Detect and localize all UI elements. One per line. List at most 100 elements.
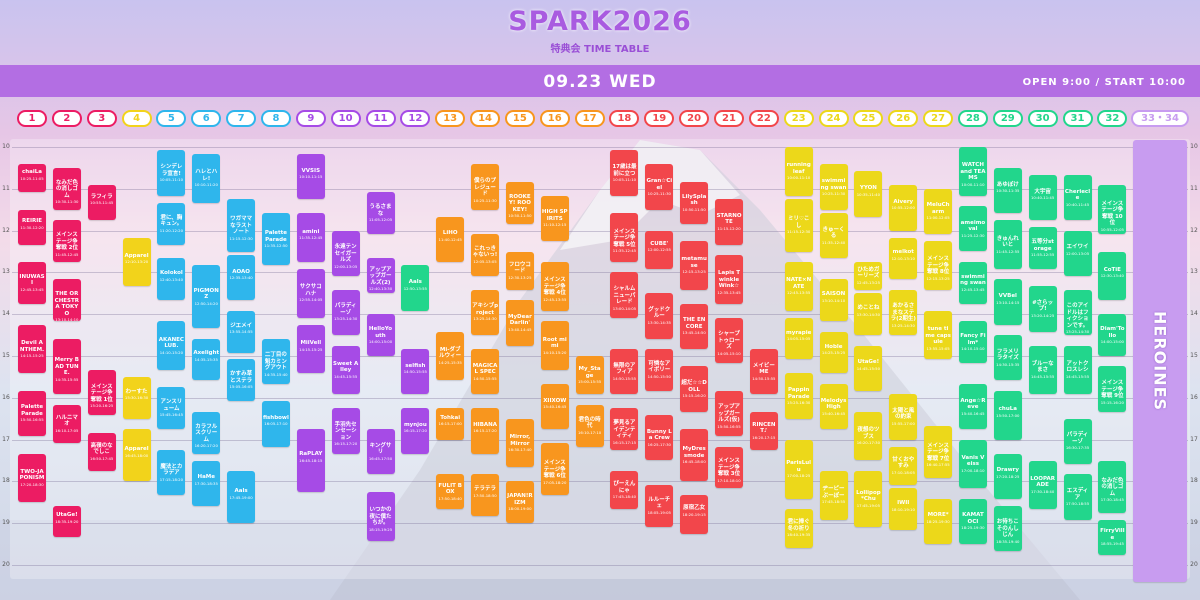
slot-block: Mi-ダブルウィー 14:25-15:35 xyxy=(436,331,465,381)
slot-time: 10:25-11:30 xyxy=(821,191,846,197)
slot-block: ヂーピーぷーぽー 17:45-18:55 xyxy=(819,470,848,520)
slot-block: アップアップガールズ(仮) 15:50-16:55 xyxy=(715,390,743,437)
slot-block: Diam'Tollo 14:00-15:00 xyxy=(1098,314,1127,356)
slot-block: Pappin Parade 15:25-16:30 xyxy=(784,373,813,419)
slot-time: 10:10-11:15 xyxy=(299,174,323,180)
slot-time: 13:10-14:10 xyxy=(55,317,79,322)
slot-time: 12:45-13:45 xyxy=(20,286,44,292)
slot-name: mynjou xyxy=(403,421,427,428)
slot-block: THE ENCORE 13:45-14:50 xyxy=(680,303,709,350)
slot-block: swimming swan 10:25-11:30 xyxy=(819,164,848,210)
slot-block: NATE×NATE 12:45-13:55 xyxy=(784,261,813,311)
slot-block: Hoble 14:25-15:25 xyxy=(819,331,848,374)
slot-time: 13:40-14:45 xyxy=(508,326,532,332)
slot-time: 18:25-19:30 xyxy=(926,518,950,524)
slot-name: RINCENT♪ xyxy=(752,421,776,435)
hour-line xyxy=(12,230,1188,232)
slot-name: FirryVille xyxy=(1100,528,1125,541)
hour-label: 16 xyxy=(2,393,10,401)
slot-name: #さらップ! xyxy=(1032,299,1054,313)
slot-time: 11:35-12:50 xyxy=(264,243,288,249)
slot-time: 12:35-13:40 xyxy=(229,275,253,281)
slot-name: ParisLulu xyxy=(786,460,812,473)
slot-block: Cheriecle 10:40-11:45 xyxy=(1063,174,1092,221)
slot-block: WATCH and TEAMS 10:00-11:10 xyxy=(958,147,987,196)
slot-time: 14:35-15:55 xyxy=(55,376,79,382)
slot-block: YYON 10:35-11:40 xyxy=(854,171,883,217)
column-header: 22 xyxy=(748,110,779,127)
slot-time: 15:40-16:45 xyxy=(961,410,985,416)
slot-block: CoTiE 12:30-13:40 xyxy=(1098,251,1127,301)
slot-block: 手羽先センセーション 16:15-17:20 xyxy=(331,408,360,454)
slot-name: THE ORCHESTRA TOKYO xyxy=(54,291,80,317)
slot-block: #さらップ! 13:20-14:25 xyxy=(1028,286,1057,332)
slot-name: Root mimi xyxy=(542,336,567,350)
slot-name: Melodys High xyxy=(820,397,847,411)
slot-time: 17:20-18:25 xyxy=(996,473,1020,479)
slot-name: 大宇宙 xyxy=(1034,188,1051,195)
slot-block: ワガママなラストノート 11:15-12:30 xyxy=(227,199,256,252)
slot-block: メイビーME 14:50-15:55 xyxy=(749,349,778,395)
hour-label: 15 xyxy=(1190,352,1198,359)
slot-name: Ange☆Reve xyxy=(960,397,986,411)
column-header: 30 xyxy=(1027,110,1058,127)
slot-name: swimming swan xyxy=(820,178,847,191)
slot-time: 16:05-17:10 xyxy=(264,421,288,427)
hour-line xyxy=(12,481,1188,483)
slot-name: あかるさまなステラ(2期生) xyxy=(890,303,916,323)
slot-name: Vanis Veiss xyxy=(961,454,985,468)
slot-block: tune time capsule 13:55-15:05 xyxy=(924,310,953,360)
slot-block: フロウコード 12:30-13:25 xyxy=(505,251,534,290)
slot-block: UtaGe! 18:35-19:20 xyxy=(52,505,81,538)
slot-block: swimming swan 12:45-13:45 xyxy=(958,261,987,304)
slot-name: ハレとハレ! xyxy=(195,169,218,182)
hour-label: 10 xyxy=(2,143,10,150)
slot-name: メインステージ争奪戦 8位 xyxy=(926,256,950,276)
column-header: 31 xyxy=(1062,110,1093,127)
slot-time: 17:30-18:45 xyxy=(1100,497,1124,503)
slot-block: MiiVell 14:15-15:25 xyxy=(296,324,325,374)
column-header: 28 xyxy=(957,110,988,127)
hour-label: 14 xyxy=(2,310,10,318)
slot-block: amini 11:35-12:45 xyxy=(296,213,325,262)
slot-time: 10:00-11:10 xyxy=(787,175,811,181)
slot-time: 10:05-11:10 xyxy=(612,177,637,183)
slot-time: 12:45-13:55 xyxy=(787,290,811,296)
slot-name: 超だ☆☆DOLL xyxy=(681,380,707,393)
hour-label: 11 xyxy=(2,184,10,192)
slot-block: Gran☆Ciel 10:25-11:30 xyxy=(645,164,674,210)
slot-name: カラフルスクリーム xyxy=(195,423,218,443)
slot-name: MeluCharm xyxy=(926,202,950,215)
slot-time: 12:50-13:55 xyxy=(403,285,427,291)
slot-time: 18:00-19:00 xyxy=(508,506,532,512)
slot-name: metamuse xyxy=(681,256,707,269)
slot-block: Lollipop*Chu 17:45-19:05 xyxy=(854,470,883,527)
slot-name: running leaf xyxy=(786,162,811,175)
slot-block: 夜想のツブス 16:20-17:30 xyxy=(854,411,883,461)
slot-name: メインステージ争奪戦 4位 xyxy=(543,277,566,297)
slot-block: chuLa 15:50-17:00 xyxy=(993,390,1022,440)
slot-name: フラメリラタイズ xyxy=(996,348,1019,362)
slot-name: 甘くおやすみ xyxy=(892,456,915,470)
slot-name: エスディア xyxy=(1066,488,1089,501)
slot-time: 12:00-12:55 xyxy=(647,247,671,253)
slot-name: CoTiE xyxy=(1103,266,1121,273)
slot-time: 10:30-11:30 xyxy=(55,199,79,205)
slot-time: 17:00-18:10 xyxy=(961,467,985,473)
slot-block: 魔法とカラデア 17:15-18:20 xyxy=(157,450,186,496)
slot-time: 14:35-15:35 xyxy=(194,356,218,362)
slot-name: My_Stage xyxy=(578,366,601,379)
slot-name: メインステージ争奪戦 5位 xyxy=(613,228,636,248)
hour-label: 13 xyxy=(2,268,10,276)
slot-block: XIIXOW 15:40-16:45 xyxy=(540,383,569,430)
slot-block: IWII 18:10-19:10 xyxy=(889,488,918,531)
slot-time: 16:10-17:05 xyxy=(55,427,79,433)
slot-block: MeluCharm 11:00-12:05 xyxy=(924,188,953,235)
slot-name: Kolokol xyxy=(159,270,183,277)
slot-time: 18:35-19:40 xyxy=(996,538,1020,544)
slot-time: 14:05-15:10 xyxy=(717,350,741,356)
slot-time: 14:25-15:25 xyxy=(821,350,846,355)
slot-block: fishbowl 16:05-17:10 xyxy=(261,401,290,447)
slot-time: 17:45-18:55 xyxy=(821,499,846,505)
